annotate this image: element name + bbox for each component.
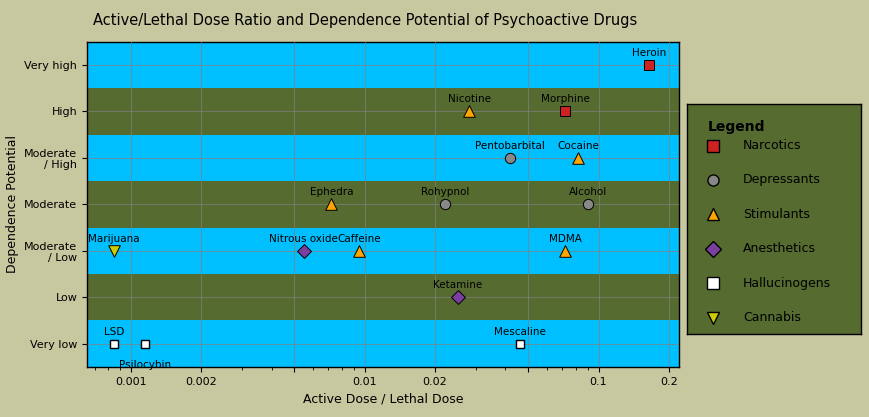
Text: Depressants: Depressants <box>742 173 820 186</box>
Text: Marijuana: Marijuana <box>89 234 140 244</box>
Text: Ketamine: Ketamine <box>433 280 481 290</box>
Text: Nicotine: Nicotine <box>448 95 490 104</box>
Text: Cocaine: Cocaine <box>557 141 599 151</box>
Text: Mescaline: Mescaline <box>493 327 545 337</box>
Text: Ephedra: Ephedra <box>309 187 353 197</box>
Bar <box>87 42 678 88</box>
Text: Heroin: Heroin <box>632 48 666 58</box>
Bar <box>87 88 678 135</box>
X-axis label: Active Dose / Lethal Dose: Active Dose / Lethal Dose <box>302 392 462 405</box>
Point <box>107 340 121 347</box>
Point <box>571 155 585 161</box>
Y-axis label: Dependence Potential: Dependence Potential <box>5 136 18 273</box>
Bar <box>87 181 678 228</box>
Text: Pentobarbital: Pentobarbital <box>475 141 545 151</box>
Point <box>138 340 152 347</box>
Text: Alcohol: Alcohol <box>568 187 607 197</box>
Text: Morphine: Morphine <box>541 95 589 104</box>
Point <box>450 294 464 301</box>
Point <box>437 201 451 208</box>
Text: Psilocybin: Psilocybin <box>119 360 171 370</box>
Point <box>503 155 517 161</box>
Point <box>558 108 572 115</box>
Point <box>461 108 475 115</box>
Text: Active/Lethal Dose Ratio and Dependence Potential of Psychoactive Drugs: Active/Lethal Dose Ratio and Dependence … <box>93 13 637 28</box>
Text: Stimulants: Stimulants <box>742 208 809 221</box>
Text: Hallucinogens: Hallucinogens <box>742 276 830 290</box>
Point <box>512 340 526 347</box>
Bar <box>87 228 678 274</box>
Bar <box>87 135 678 181</box>
Point <box>107 247 121 254</box>
Text: Nitrous oxide: Nitrous oxide <box>269 234 338 244</box>
Point <box>324 201 338 208</box>
Bar <box>87 321 678 367</box>
Text: Legend: Legend <box>707 120 765 134</box>
Text: LSD: LSD <box>104 327 124 337</box>
Text: Cannabis: Cannabis <box>742 311 800 324</box>
Text: Caffeine: Caffeine <box>337 234 381 244</box>
Text: Narcotics: Narcotics <box>742 139 800 152</box>
Point <box>580 201 594 208</box>
Point <box>296 247 310 254</box>
Text: Rohypnol: Rohypnol <box>420 187 468 197</box>
Point <box>558 247 572 254</box>
Point <box>352 247 366 254</box>
Text: Anesthetics: Anesthetics <box>742 242 815 255</box>
Point <box>641 62 655 68</box>
Bar <box>87 274 678 321</box>
Text: MDMA: MDMA <box>548 234 580 244</box>
